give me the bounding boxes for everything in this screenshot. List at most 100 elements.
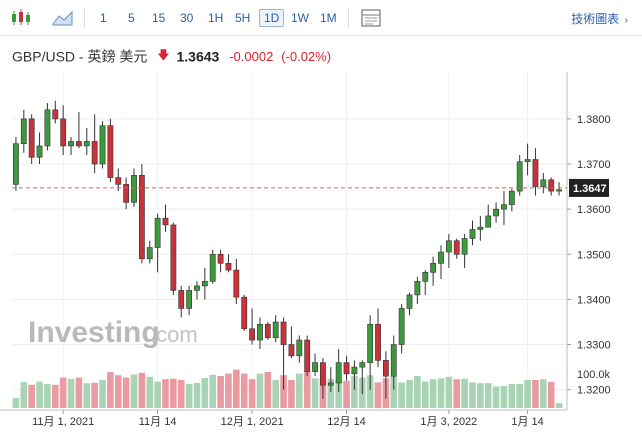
- interval-5-button[interactable]: 5: [128, 11, 135, 25]
- candle-body: [217, 253, 224, 264]
- candle-body: [288, 344, 295, 357]
- instrument-title: GBP/USD - 英鎊 美元: [12, 48, 148, 65]
- area-chart-icon[interactable]: [50, 6, 76, 30]
- candle-body: [382, 360, 389, 377]
- candle: [28, 114, 35, 165]
- volume-bar: [484, 383, 492, 408]
- interval-15-button[interactable]: 15: [152, 11, 166, 25]
- candle: [430, 256, 437, 286]
- candle: [52, 100, 59, 124]
- candle: [438, 245, 444, 280]
- volume-bar: [122, 377, 130, 408]
- interval-1m-button[interactable]: 1M: [320, 11, 337, 25]
- candle-body: [154, 217, 161, 248]
- candle: [249, 308, 255, 345]
- candle: [548, 177, 555, 196]
- candle: [201, 267, 208, 300]
- candle-body: [241, 296, 248, 330]
- volume-bar: [327, 378, 335, 408]
- interval-1h-button[interactable]: 1H: [208, 11, 224, 25]
- time-tick-label: 1月 3, 2022: [420, 416, 477, 428]
- candle: [280, 317, 287, 390]
- candle: [516, 154, 523, 196]
- candle-body: [162, 217, 169, 226]
- volume-bar: [540, 379, 547, 408]
- volume-bar: [233, 369, 240, 408]
- candle-body: [60, 118, 67, 147]
- candle-body: [540, 179, 547, 187]
- price-chart[interactable]: Investing .com 1.32001.33001.34001.35001…: [0, 72, 642, 444]
- candle: [532, 148, 539, 196]
- volume-bar: [28, 384, 35, 408]
- candle-body: [414, 281, 421, 296]
- volume-bar: [51, 384, 59, 408]
- candle: [556, 182, 562, 196]
- candle: [178, 285, 185, 318]
- candle-body: [68, 141, 74, 147]
- interval-1-button[interactable]: 1: [100, 11, 107, 25]
- candle: [107, 118, 114, 183]
- candlestick-icon[interactable]: [8, 6, 34, 30]
- volume-bar: [303, 371, 311, 408]
- volume-bar: [390, 376, 398, 408]
- instrument-header: GBP/USD - 英鎊 美元 🡇 1.3643 -0.0002 (-0.02%…: [12, 46, 331, 66]
- volume-bar: [83, 383, 91, 408]
- investing-watermark: Investing .com: [28, 316, 198, 349]
- candle-body: [485, 215, 492, 228]
- candle: [398, 303, 405, 354]
- candle-body: [44, 109, 51, 147]
- interval-1w-button[interactable]: 1W: [291, 11, 309, 25]
- candle: [375, 308, 381, 368]
- volume-bar: [20, 382, 28, 408]
- price-tag-label: 1.3647: [573, 183, 607, 195]
- candle-body: [430, 263, 437, 273]
- volume-bar: [335, 379, 342, 408]
- candle-body: [146, 247, 153, 260]
- candle-body: [390, 344, 397, 377]
- candle-body: [233, 269, 240, 298]
- interval-1d-button[interactable]: 1D: [259, 9, 285, 27]
- volume-bar: [500, 386, 508, 408]
- candle: [186, 285, 193, 316]
- technical-chart-link[interactable]: 技術圖表 ›: [571, 12, 628, 26]
- candle-body: [99, 125, 106, 165]
- volume-bar: [177, 380, 185, 408]
- candle-body: [107, 125, 114, 178]
- volume-bar: [130, 374, 138, 408]
- candle-body: [201, 281, 208, 287]
- candle: [272, 315, 279, 343]
- time-axis: 11月 1, 2021 11月 14 12月 1, 2021 12月 14 1月 3, …: [32, 410, 544, 428]
- volume-bar: [75, 377, 83, 408]
- watermark-suffix: .com: [150, 322, 198, 347]
- candle: [83, 127, 90, 155]
- candle-body: [249, 328, 255, 341]
- candle: [422, 270, 429, 295]
- candle-body: [280, 321, 287, 345]
- volume-bar: [217, 376, 224, 408]
- interval-5h-button[interactable]: 5H: [235, 11, 251, 25]
- candle: [445, 233, 452, 268]
- volume-bar: [67, 378, 75, 408]
- price-axis: 1.3200 1.3300 1.3400 1.3500 1.3600 1.3700 1.38…: [567, 114, 611, 397]
- candle-body: [501, 204, 507, 210]
- candle: [138, 164, 145, 264]
- indicators-icon[interactable]: [358, 6, 384, 30]
- candle: [477, 215, 484, 241]
- volume-bar: [469, 382, 476, 408]
- volume-bar: [225, 373, 232, 408]
- candle: [162, 204, 169, 232]
- candle: [320, 358, 326, 399]
- watermark-brand: Investing: [28, 316, 160, 349]
- candle-body: [438, 251, 444, 264]
- volume-bar: [296, 373, 303, 408]
- volume-bar: [256, 373, 264, 408]
- candle-body: [367, 323, 374, 363]
- candle-body: [469, 229, 476, 239]
- candle: [296, 335, 303, 363]
- candle: [508, 188, 515, 212]
- interval-30-button[interactable]: 30: [180, 11, 194, 25]
- candle: [264, 321, 271, 341]
- volume-bar: [44, 384, 51, 408]
- candle-body: [406, 294, 413, 309]
- candle: [241, 294, 248, 332]
